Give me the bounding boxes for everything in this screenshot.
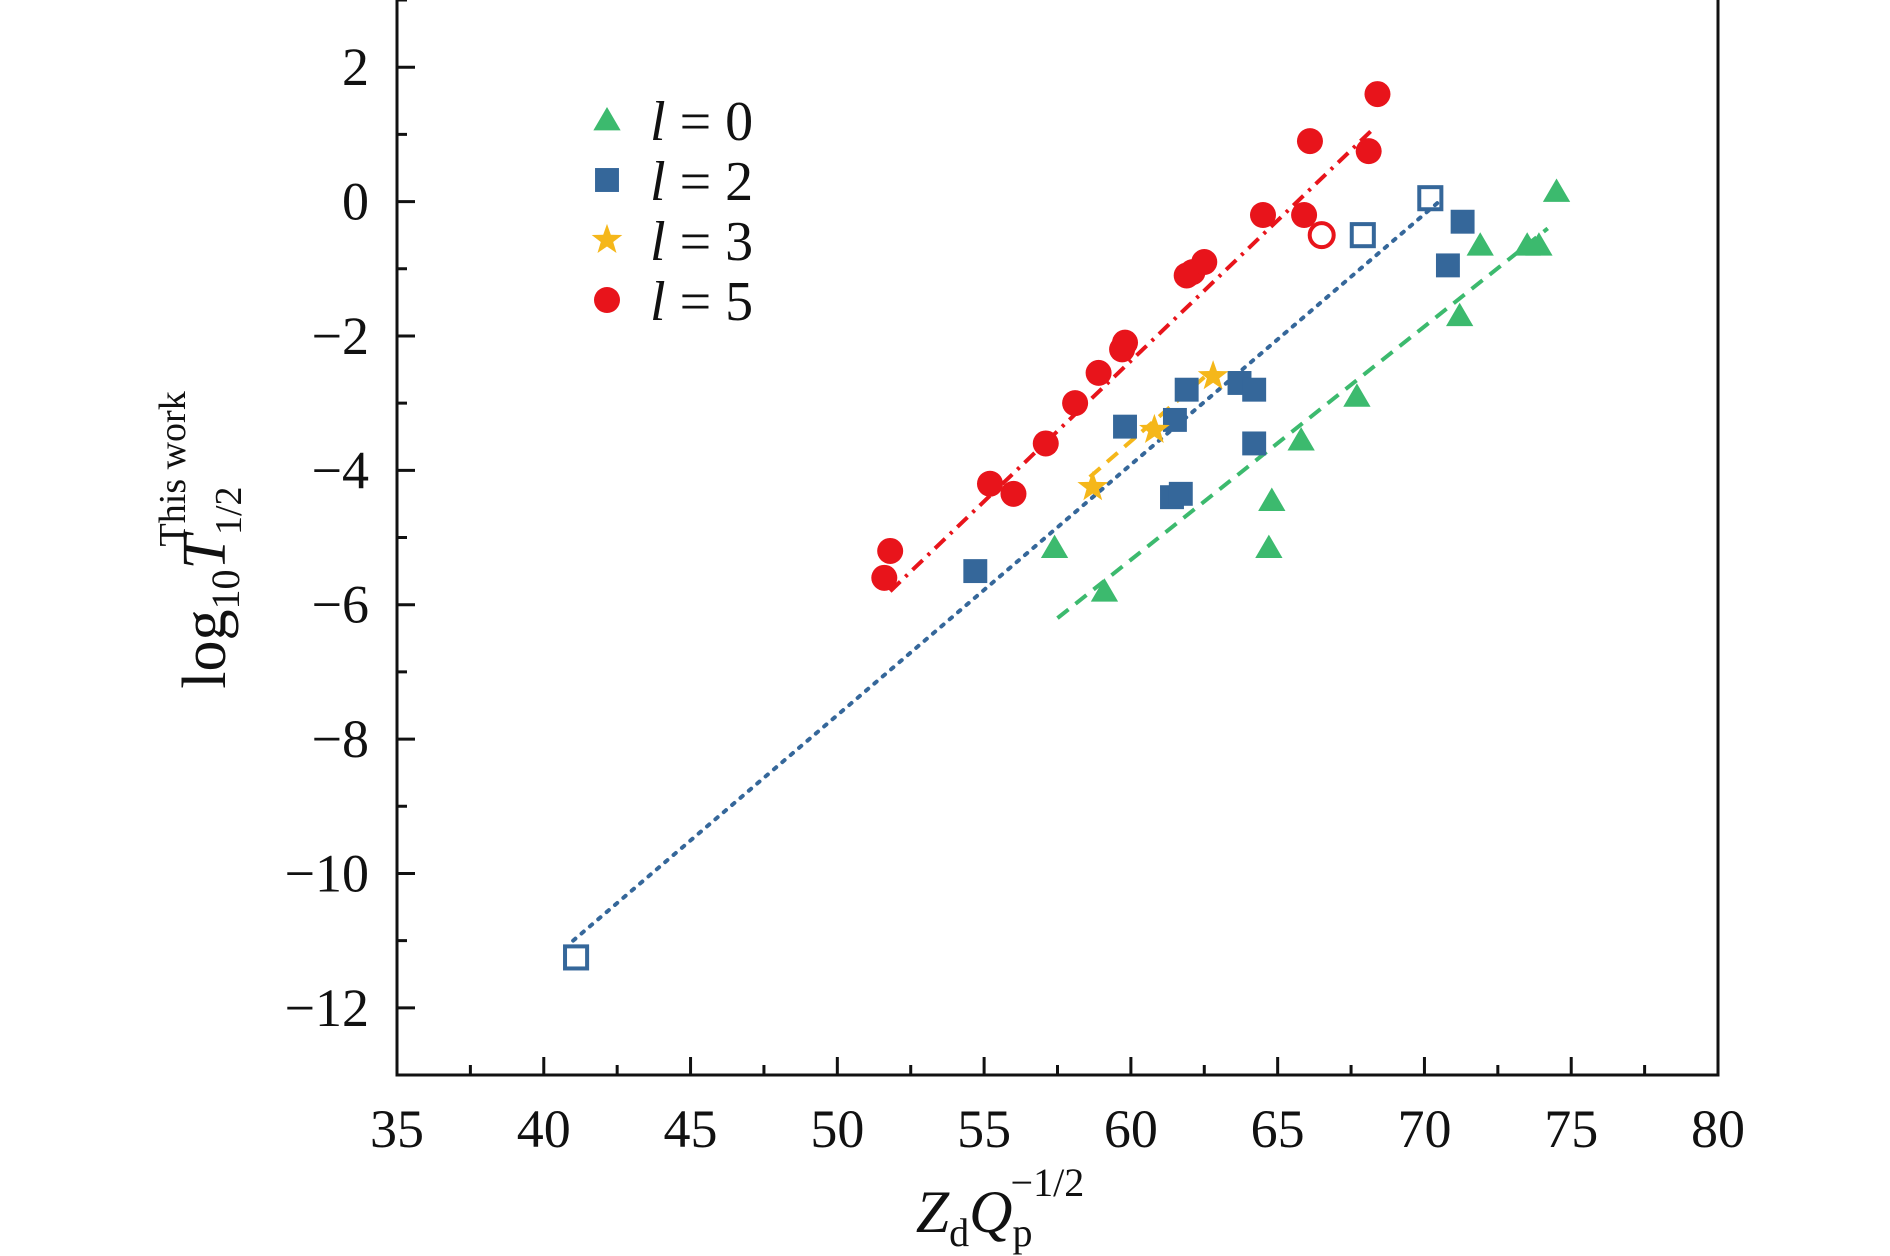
- legend-label: l = 5: [650, 271, 753, 333]
- y-axis-title-t: T: [171, 530, 239, 569]
- svg-text:log10T1/2This work: log10T1/2 This work: [152, 391, 250, 688]
- data-point-triangle: [1446, 302, 1474, 327]
- data-point-circle: [1249, 202, 1276, 228]
- x-axis-ticks: 35 40 45 50 55 60 65 70 75 80: [370, 1057, 1745, 1159]
- x-axis-title-z: Z: [916, 1179, 950, 1245]
- data-point-square: [1450, 209, 1475, 234]
- y-axis-ticks: −12 −10 −8 −6 −4 −2 0 2: [285, 0, 415, 1077]
- data-point-triangle: [1258, 487, 1286, 511]
- data-point-star: [1077, 471, 1109, 501]
- x-tick-label: 70: [1397, 1099, 1451, 1159]
- data-point-circle: [1000, 480, 1027, 507]
- legend: l = 0l = 2l = 3l = 5: [591, 91, 753, 333]
- data-point-circle: [1062, 390, 1089, 417]
- data-point-hollow-square: [1349, 222, 1376, 249]
- y-tick-label: −8: [312, 709, 369, 769]
- data-point-triangle: [1040, 534, 1069, 558]
- data-point-star: [1139, 413, 1170, 443]
- data-point-circle: [1191, 249, 1218, 276]
- fit-line-triangle: [1056, 226, 1549, 620]
- svg-text:ZdQp−1/2: ZdQp −1/2: [916, 1160, 1084, 1255]
- x-tick-label: 45: [664, 1099, 718, 1159]
- x-axis-title-sub2: p: [1013, 1210, 1033, 1255]
- data-point-triangle: [1525, 232, 1553, 256]
- y-tick-label: 0: [342, 172, 369, 232]
- data-point-hollow-square: [563, 944, 590, 971]
- x-axis-title-q: Q: [969, 1179, 1012, 1245]
- legend-label: l = 2: [650, 151, 753, 213]
- plot-frame: [395, 0, 1720, 1077]
- y-tick-label: 2: [342, 37, 369, 97]
- y-tick-label: −4: [312, 440, 369, 500]
- data-point-circle: [1291, 202, 1318, 228]
- data-point-circle: [1112, 329, 1139, 356]
- data-point-triangle: [1343, 383, 1371, 407]
- x-tick-label: 35: [370, 1099, 424, 1159]
- x-tick-label: 40: [517, 1099, 571, 1159]
- legend-marker-circle: [594, 287, 620, 313]
- data-markers: [563, 81, 1571, 971]
- data-point-triangle: [1287, 427, 1315, 451]
- x-axis-title-sub1: d: [949, 1210, 969, 1255]
- y-axis-title: log10T1/2 This work: [152, 391, 250, 688]
- data-point-square: [1174, 377, 1199, 402]
- y-tick-label: −12: [285, 978, 369, 1038]
- data-point-circle: [1355, 138, 1382, 165]
- legend-marker-triangle: [593, 107, 621, 131]
- fit-line-square: [571, 199, 1442, 943]
- data-point-circle: [877, 537, 904, 564]
- x-tick-label: 75: [1544, 1099, 1598, 1159]
- data-point-square: [1162, 407, 1187, 432]
- data-point-hollow-square: [1417, 185, 1444, 212]
- data-point-circle: [871, 564, 898, 591]
- data-point-square: [963, 559, 988, 584]
- y-axis-title-t-sub: 1/2: [208, 486, 250, 535]
- fit-line-circle: [888, 126, 1376, 593]
- data-point-triangle: [1466, 232, 1494, 256]
- data-point-circle: [1296, 128, 1323, 155]
- x-axis-title-sup2: −1/2: [1011, 1160, 1085, 1205]
- y-axis-title-log: log: [171, 609, 239, 688]
- data-point-triangle: [1255, 534, 1283, 558]
- x-tick-label: 60: [1104, 1099, 1158, 1159]
- data-point-square: [1168, 481, 1193, 506]
- data-point-square: [1242, 377, 1267, 402]
- data-point-circle: [1364, 81, 1391, 108]
- data-point-square: [1242, 431, 1267, 456]
- x-axis-title: ZdQp −1/2: [916, 1160, 1084, 1255]
- data-point-square: [1435, 253, 1460, 278]
- y-axis-title-t-sup: This work: [152, 391, 194, 546]
- data-point-circle: [1085, 359, 1112, 386]
- data-point-circle: [1032, 430, 1059, 457]
- x-tick-label: 50: [810, 1099, 864, 1159]
- data-point-triangle: [1090, 578, 1119, 602]
- y-axis-title-log-sub: 10: [203, 569, 248, 609]
- y-tick-label: −10: [285, 843, 369, 903]
- x-tick-label: 65: [1251, 1099, 1305, 1159]
- y-tick-label: −2: [312, 306, 369, 366]
- x-tick-label: 55: [957, 1099, 1011, 1159]
- legend-marker-star: [591, 223, 623, 253]
- data-point-hollow-circle: [1307, 221, 1336, 250]
- data-point-star: [1197, 360, 1229, 390]
- data-point-triangle: [1542, 178, 1571, 202]
- legend-label: l = 3: [650, 211, 753, 273]
- legend-marker-square: [595, 168, 619, 192]
- axes: 35 40 45 50 55 60 65 70 75 80 −12 −10 −8 −6 −4 −2 0 2: [285, 0, 1745, 1159]
- x-tick-label: 80: [1691, 1099, 1745, 1159]
- data-point-circle: [976, 470, 1003, 497]
- y-tick-label: −6: [312, 575, 369, 635]
- legend-label: l = 0: [650, 91, 753, 153]
- data-point-square: [1113, 414, 1137, 439]
